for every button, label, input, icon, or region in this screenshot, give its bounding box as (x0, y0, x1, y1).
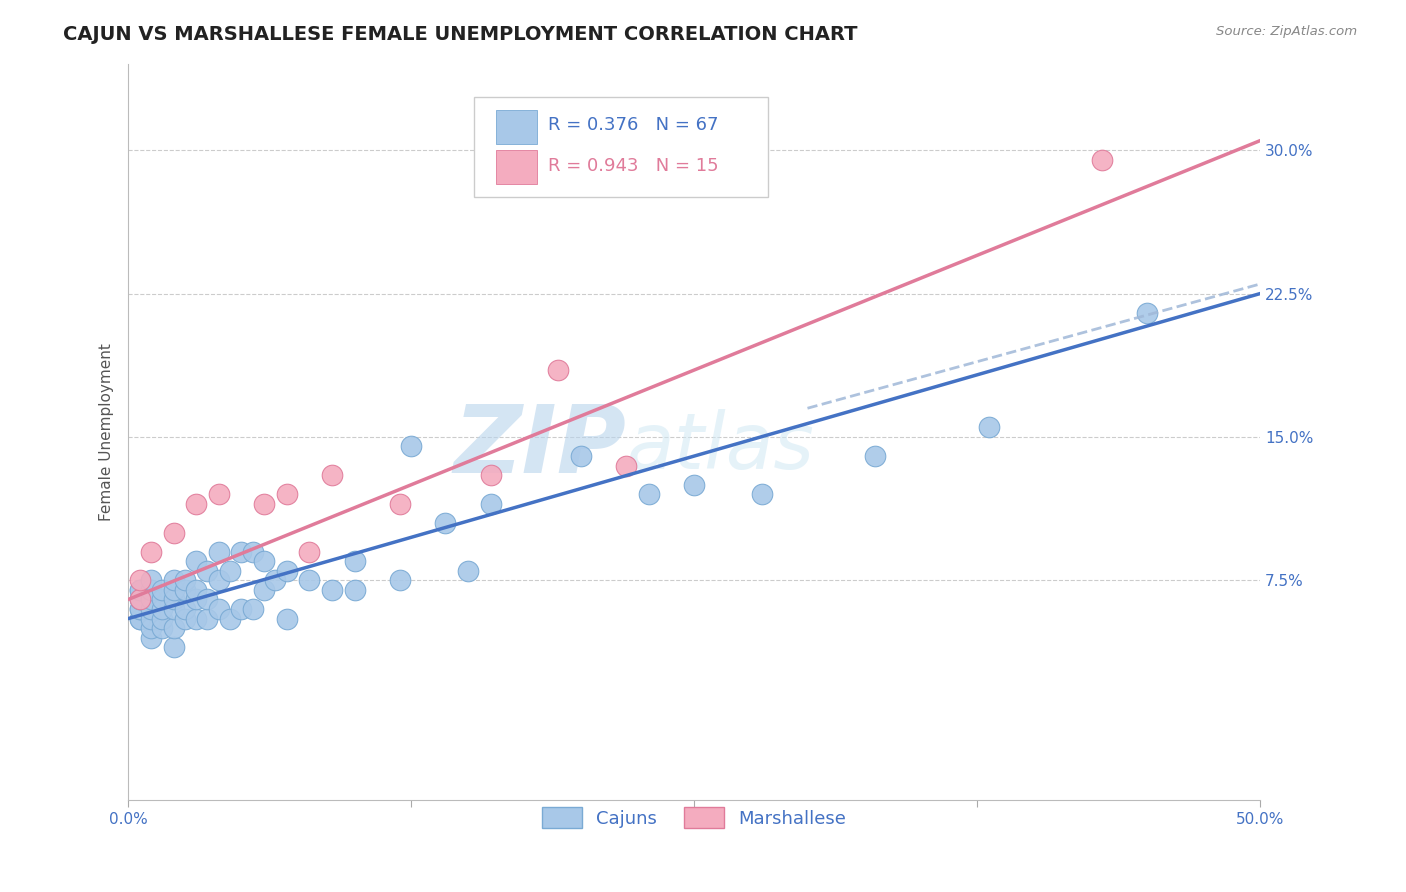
Point (173, 574, 195, 588)
Point (208, 487, 231, 501)
Point (186, 497, 208, 511)
Point (276, 611, 298, 625)
Point (977, 420, 1000, 434)
Point (1136, 305, 1159, 319)
Point (162, 621, 184, 635)
Point (388, 497, 411, 511)
Legend: Cajuns, Marshallese: Cajuns, Marshallese (534, 800, 853, 836)
Point (186, 592, 208, 607)
Point (128, 582, 150, 597)
Text: ZIP: ZIP (454, 401, 626, 493)
Point (139, 602, 162, 616)
Point (242, 544, 264, 558)
FancyBboxPatch shape (474, 97, 768, 196)
Point (162, 582, 184, 597)
Point (150, 592, 173, 607)
Point (298, 544, 321, 558)
Point (434, 516, 457, 530)
Point (343, 582, 366, 597)
Point (276, 564, 298, 578)
Point (139, 582, 162, 597)
Point (139, 621, 162, 635)
Point (321, 468, 343, 483)
Point (388, 574, 411, 588)
Point (547, 363, 569, 377)
Point (128, 602, 150, 616)
Point (479, 468, 502, 483)
Point (139, 631, 162, 645)
Point (208, 544, 231, 558)
Point (298, 574, 321, 588)
Point (343, 554, 366, 568)
Point (197, 564, 219, 578)
Point (139, 574, 162, 588)
Point (150, 621, 173, 635)
Point (139, 611, 162, 625)
Point (219, 611, 242, 625)
Point (1091, 153, 1114, 167)
Point (128, 592, 150, 607)
Point (614, 458, 637, 473)
Point (162, 574, 184, 588)
Point (173, 582, 195, 597)
Point (479, 497, 502, 511)
Point (219, 564, 242, 578)
Point (264, 574, 287, 588)
Point (253, 554, 276, 568)
Point (208, 574, 231, 588)
Point (253, 497, 276, 511)
Point (638, 487, 661, 501)
Text: R = 0.943   N = 15: R = 0.943 N = 15 (548, 156, 718, 175)
Point (865, 449, 887, 463)
Point (128, 582, 150, 597)
Point (208, 602, 231, 616)
Point (751, 487, 773, 501)
Point (231, 544, 253, 558)
Point (128, 602, 150, 616)
Point (128, 611, 150, 625)
Point (162, 592, 184, 607)
Point (173, 611, 195, 625)
Point (162, 602, 184, 616)
Point (197, 592, 219, 607)
Point (253, 582, 276, 597)
Point (186, 611, 208, 625)
Point (128, 592, 150, 607)
Point (197, 611, 219, 625)
FancyBboxPatch shape (496, 150, 537, 184)
Point (128, 592, 150, 607)
Point (321, 582, 343, 597)
Point (150, 602, 173, 616)
Text: CAJUN VS MARSHALLESE FEMALE UNEMPLOYMENT CORRELATION CHART: CAJUN VS MARSHALLESE FEMALE UNEMPLOYMENT… (63, 25, 858, 44)
Point (242, 602, 264, 616)
Point (683, 477, 706, 491)
Point (186, 554, 208, 568)
Point (173, 602, 195, 616)
Text: Source: ZipAtlas.com: Source: ZipAtlas.com (1216, 25, 1357, 38)
Point (139, 544, 162, 558)
Point (128, 611, 150, 625)
Y-axis label: Female Unemployment: Female Unemployment (100, 343, 114, 521)
Point (162, 525, 184, 540)
Point (186, 582, 208, 597)
Point (128, 574, 150, 588)
FancyBboxPatch shape (496, 111, 537, 145)
Point (276, 487, 298, 501)
Point (162, 640, 184, 655)
Point (569, 449, 592, 463)
Text: atlas: atlas (626, 409, 814, 485)
Point (231, 602, 253, 616)
Text: R = 0.376   N = 67: R = 0.376 N = 67 (548, 116, 718, 134)
Point (457, 564, 479, 578)
Point (150, 611, 173, 625)
Point (401, 440, 423, 454)
Point (150, 582, 173, 597)
Point (139, 592, 162, 607)
